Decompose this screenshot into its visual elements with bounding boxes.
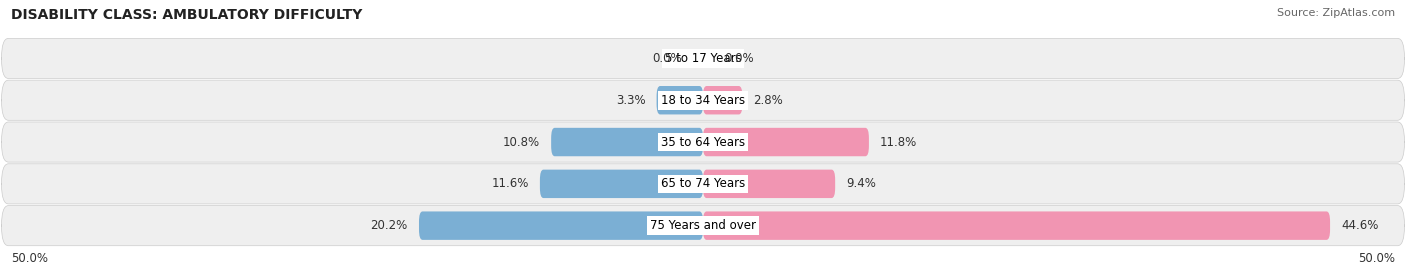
Text: 35 to 64 Years: 35 to 64 Years bbox=[661, 136, 745, 148]
FancyBboxPatch shape bbox=[1, 164, 1405, 204]
Text: 3.3%: 3.3% bbox=[616, 94, 645, 107]
Text: 9.4%: 9.4% bbox=[846, 177, 876, 190]
Text: 75 Years and over: 75 Years and over bbox=[650, 219, 756, 232]
Text: 18 to 34 Years: 18 to 34 Years bbox=[661, 94, 745, 107]
FancyBboxPatch shape bbox=[657, 86, 703, 114]
FancyBboxPatch shape bbox=[551, 128, 703, 156]
FancyBboxPatch shape bbox=[540, 170, 703, 198]
FancyBboxPatch shape bbox=[703, 170, 835, 198]
Text: 50.0%: 50.0% bbox=[1358, 252, 1395, 265]
Text: 5 to 17 Years: 5 to 17 Years bbox=[665, 52, 741, 65]
Text: 44.6%: 44.6% bbox=[1341, 219, 1379, 232]
FancyBboxPatch shape bbox=[1, 122, 1405, 162]
Text: 20.2%: 20.2% bbox=[371, 219, 408, 232]
Text: 50.0%: 50.0% bbox=[11, 252, 48, 265]
Text: Source: ZipAtlas.com: Source: ZipAtlas.com bbox=[1277, 8, 1395, 18]
FancyBboxPatch shape bbox=[1, 206, 1405, 246]
Text: 0.0%: 0.0% bbox=[652, 52, 682, 65]
FancyBboxPatch shape bbox=[703, 86, 742, 114]
Text: 11.8%: 11.8% bbox=[880, 136, 917, 148]
FancyBboxPatch shape bbox=[1, 80, 1405, 120]
Text: 0.0%: 0.0% bbox=[724, 52, 754, 65]
FancyBboxPatch shape bbox=[419, 211, 703, 240]
Text: 2.8%: 2.8% bbox=[754, 94, 783, 107]
Text: 65 to 74 Years: 65 to 74 Years bbox=[661, 177, 745, 190]
FancyBboxPatch shape bbox=[1, 38, 1405, 79]
Text: 10.8%: 10.8% bbox=[503, 136, 540, 148]
FancyBboxPatch shape bbox=[703, 211, 1330, 240]
Legend: Male, Female: Male, Female bbox=[644, 264, 762, 268]
FancyBboxPatch shape bbox=[703, 128, 869, 156]
Text: DISABILITY CLASS: AMBULATORY DIFFICULTY: DISABILITY CLASS: AMBULATORY DIFFICULTY bbox=[11, 8, 363, 22]
Text: 11.6%: 11.6% bbox=[491, 177, 529, 190]
